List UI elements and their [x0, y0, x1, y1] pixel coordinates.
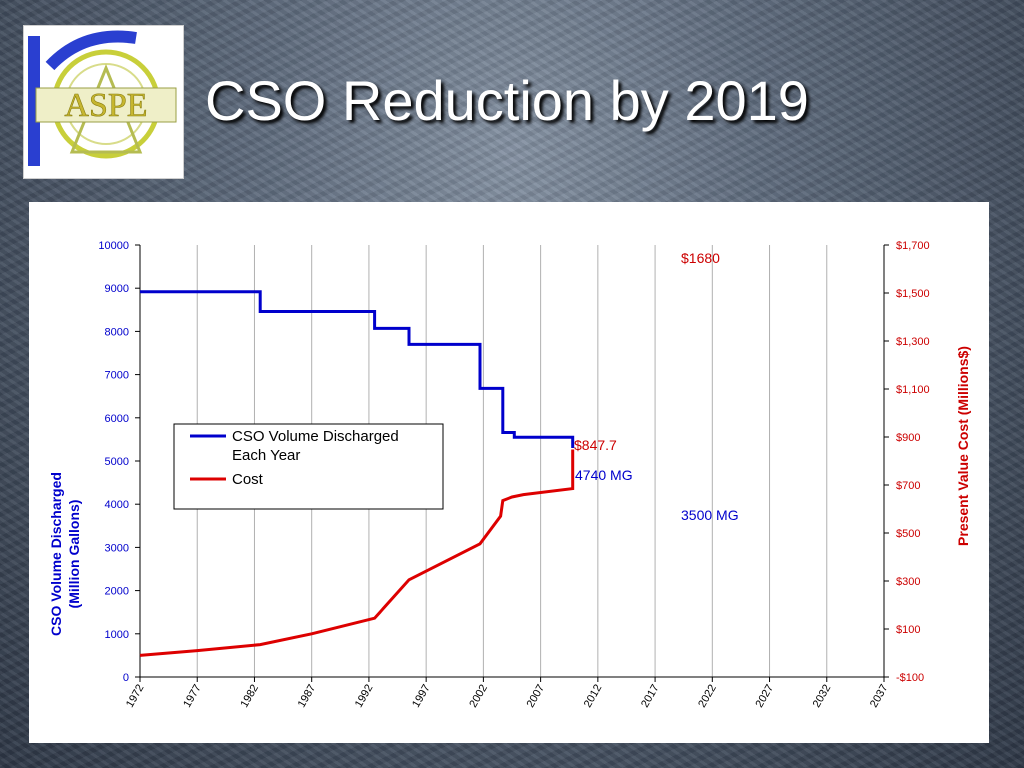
- chart-panel: 1972 1977 1982 1987 1992 1997 2002 2007 2012 2017…: [29, 202, 989, 743]
- legend-box: [173, 423, 444, 510]
- legend-label-volume-line2: Each Year: [232, 447, 300, 464]
- y-right-tick-label: $700: [896, 480, 920, 492]
- y-left-tick-label: 2000: [105, 586, 129, 598]
- y-right-tick-label: $300: [896, 576, 920, 588]
- x-tick-label: 2022: [696, 683, 719, 710]
- y-left-tick-label: 5000: [105, 456, 129, 468]
- y-left-tick-label: 7000: [105, 370, 129, 382]
- y-right-tick-label: -$100: [896, 672, 924, 684]
- y-left-tick-label: 1000: [105, 629, 129, 641]
- x-tick-label: 2037: [868, 683, 891, 710]
- y-left-tick-label: 3000: [105, 542, 129, 554]
- annotation-cost-847: $847.7: [574, 437, 617, 453]
- y-right-tick-label: $1,300: [896, 336, 930, 348]
- y-axis-right-label: Present Value Cost (Millions$): [955, 346, 971, 546]
- annotation-cost-1680: $1680: [681, 250, 720, 266]
- x-tick-label: 1997: [410, 683, 433, 710]
- series-line-cost: [139, 449, 575, 657]
- x-tick-label: 1977: [181, 683, 204, 710]
- x-tick-label: 2032: [811, 683, 834, 710]
- y-right-tick-label: $500: [896, 528, 920, 540]
- legend: CSO Volume Discharged Each Year Cost: [173, 423, 444, 510]
- cso-chart: 1972 1977 1982 1987 1992 1997 2002 2007 2012 2017…: [48, 240, 971, 710]
- y-left-tick-label: 6000: [105, 413, 129, 425]
- y-axis-left-label-line1: CSO Volume Discharged: [48, 472, 64, 636]
- x-tick-label: 1982: [238, 683, 261, 710]
- y-right-tick-label: $1,500: [896, 288, 930, 300]
- y-left-tick-label: 10000: [98, 240, 129, 252]
- x-tick-label: 2017: [639, 683, 662, 710]
- x-tick-label: 1992: [353, 683, 376, 710]
- x-tick-label: 2002: [467, 683, 490, 710]
- y-left-tick-label: 0: [123, 672, 129, 684]
- series-line-volume: [140, 290, 575, 448]
- x-tick-label: 1972: [124, 683, 147, 710]
- series-lines: [139, 290, 575, 657]
- x-tick-label: 1987: [296, 683, 319, 710]
- logo-text: ASPE: [64, 87, 147, 124]
- annotation-4740mg: 4740 MG: [575, 467, 633, 483]
- x-tick-label: 2007: [525, 683, 548, 710]
- annotation-3500mg: 3500 MG: [681, 507, 739, 523]
- y-right-tick-label: $100: [896, 624, 920, 636]
- y-left-tick-label: 4000: [105, 499, 129, 511]
- aspe-logo: ASPE: [23, 25, 184, 179]
- y-right-tick-label: $1,700: [896, 240, 930, 252]
- axes: [135, 244, 889, 682]
- gridlines: [196, 245, 885, 677]
- legend-label-cost: Cost: [232, 471, 264, 488]
- legend-label-volume-line1: CSO Volume Discharged: [232, 428, 399, 445]
- y-right-tick-label: $900: [896, 432, 920, 444]
- x-tick-label: 2027: [754, 683, 777, 710]
- y-axis-left-label-line2: (Million Gallons): [66, 500, 82, 609]
- y-left-tick-label: 8000: [105, 326, 129, 338]
- slide-title: CSO Reduction by 2019: [205, 69, 809, 132]
- y-right-tick-label: $1,100: [896, 384, 930, 396]
- y-left-tick-label: 9000: [105, 283, 129, 295]
- x-tick-label: 2012: [582, 683, 605, 710]
